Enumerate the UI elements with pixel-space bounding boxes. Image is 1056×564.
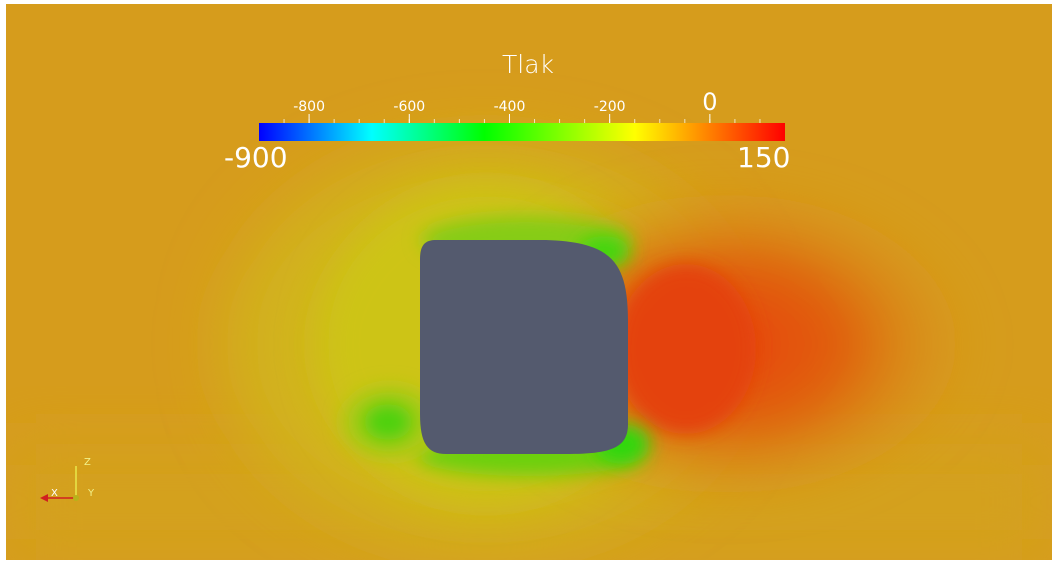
colorbar-min-label: -900 xyxy=(224,141,288,174)
colorbar-tick-label: -200 xyxy=(593,99,626,115)
colorbar-tick-marks xyxy=(283,114,761,123)
x-axis-arrowhead xyxy=(40,494,48,502)
y-axis-label: Y xyxy=(88,488,95,499)
x-axis-label: X xyxy=(51,488,58,499)
colorbar-tick-label: -800 xyxy=(293,99,325,115)
high-pressure-core xyxy=(616,264,756,434)
colorbar-tick-label: -400 xyxy=(493,99,526,115)
colorbar-tick-label: -600 xyxy=(393,99,426,115)
vortex-left xyxy=(364,404,412,440)
vehicle-body[interactable] xyxy=(420,240,628,454)
y-axis-dot xyxy=(73,495,79,501)
orientation-axes xyxy=(40,466,79,502)
z-axis-label: Z xyxy=(84,457,91,468)
colorbar-max-label: 150 xyxy=(737,141,791,174)
render-viewport[interactable]: Tlak -800 -600 -400 -200 0 -900 150 Z X Y xyxy=(6,4,1052,560)
colorbar-tick-label: 0 xyxy=(702,88,718,116)
orientation-axes-labels: Z X Y xyxy=(36,456,96,506)
colorbar-title: Tlak xyxy=(501,50,555,79)
colorbar-gradient xyxy=(259,123,785,141)
pressure-field-plot[interactable] xyxy=(6,4,1052,560)
